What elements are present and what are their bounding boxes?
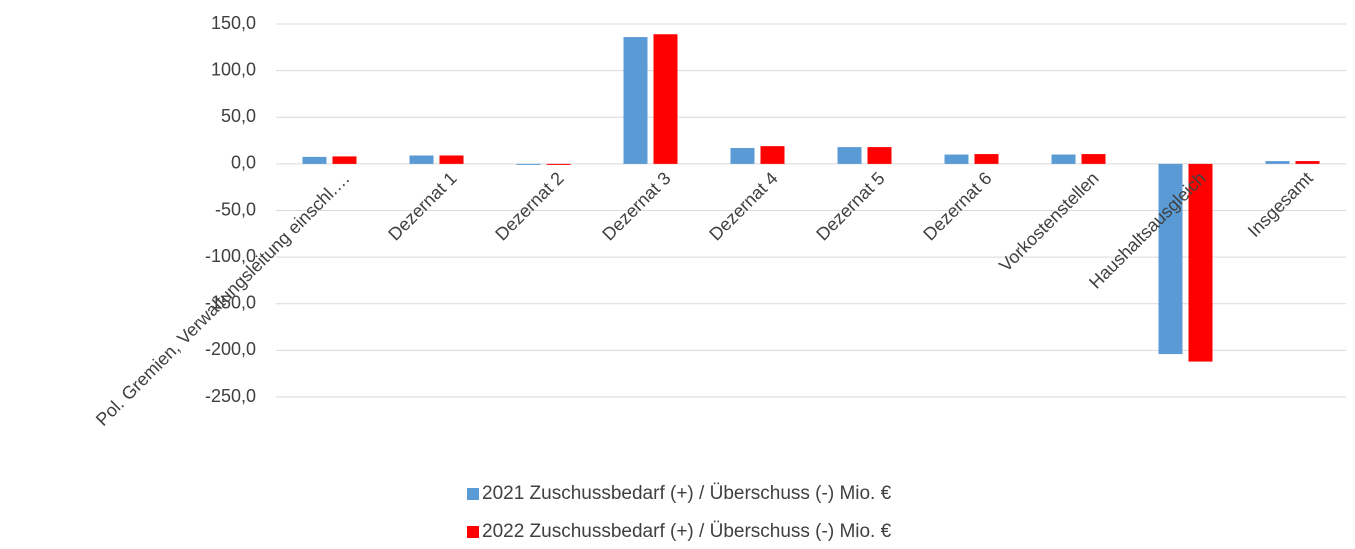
- bar: [760, 146, 785, 164]
- bar: [1158, 163, 1183, 355]
- y-tick-label: -200,0: [205, 339, 256, 359]
- bar: [730, 148, 755, 164]
- y-tick-label: -50,0: [215, 199, 256, 219]
- y-tick-label: -150,0: [205, 293, 256, 313]
- bar: [974, 154, 999, 164]
- x-tick-label: Dezernat 4: [705, 168, 781, 244]
- y-tick-label: 100,0: [211, 59, 256, 79]
- y-tick-label: 150,0: [211, 13, 256, 33]
- y-tick-label: 50,0: [221, 106, 256, 126]
- y-tick-label: 0,0: [231, 153, 256, 173]
- y-tick-label: -100,0: [205, 246, 256, 266]
- bar: [332, 156, 357, 164]
- bar: [944, 154, 969, 164]
- bar: [1295, 161, 1320, 164]
- x-tick-label: Dezernat 1: [384, 168, 460, 244]
- legend-label: 2022 Zuschussbedarf (+) / Überschuss (-)…: [482, 521, 892, 542]
- bar: [546, 163, 571, 165]
- x-tick-label: Insgesamt: [1244, 168, 1317, 241]
- y-tick-label: -250,0: [205, 386, 256, 406]
- x-tick-label: Vorkostenstellen: [995, 168, 1103, 276]
- legend-label: 2021 Zuschussbedarf (+) / Überschuss (-)…: [482, 483, 892, 504]
- bar: [837, 147, 862, 164]
- bar: [867, 147, 892, 164]
- legend-swatch: [467, 526, 479, 538]
- x-tick-label: Dezernat 2: [491, 168, 567, 244]
- bar: [1081, 154, 1106, 164]
- bar: [439, 155, 464, 164]
- x-tick-label: Dezernat 6: [919, 168, 995, 244]
- legend-swatch: [467, 488, 479, 500]
- bar: [1265, 161, 1290, 164]
- x-tick-label: Dezernat 5: [812, 168, 888, 244]
- x-tick-label: Dezernat 3: [598, 168, 674, 244]
- bar: [409, 155, 434, 164]
- bar: [1188, 163, 1213, 362]
- bar: [653, 34, 678, 164]
- bar: [516, 163, 541, 165]
- bar: [1051, 154, 1076, 164]
- bar: [623, 37, 648, 164]
- bar: [302, 156, 327, 164]
